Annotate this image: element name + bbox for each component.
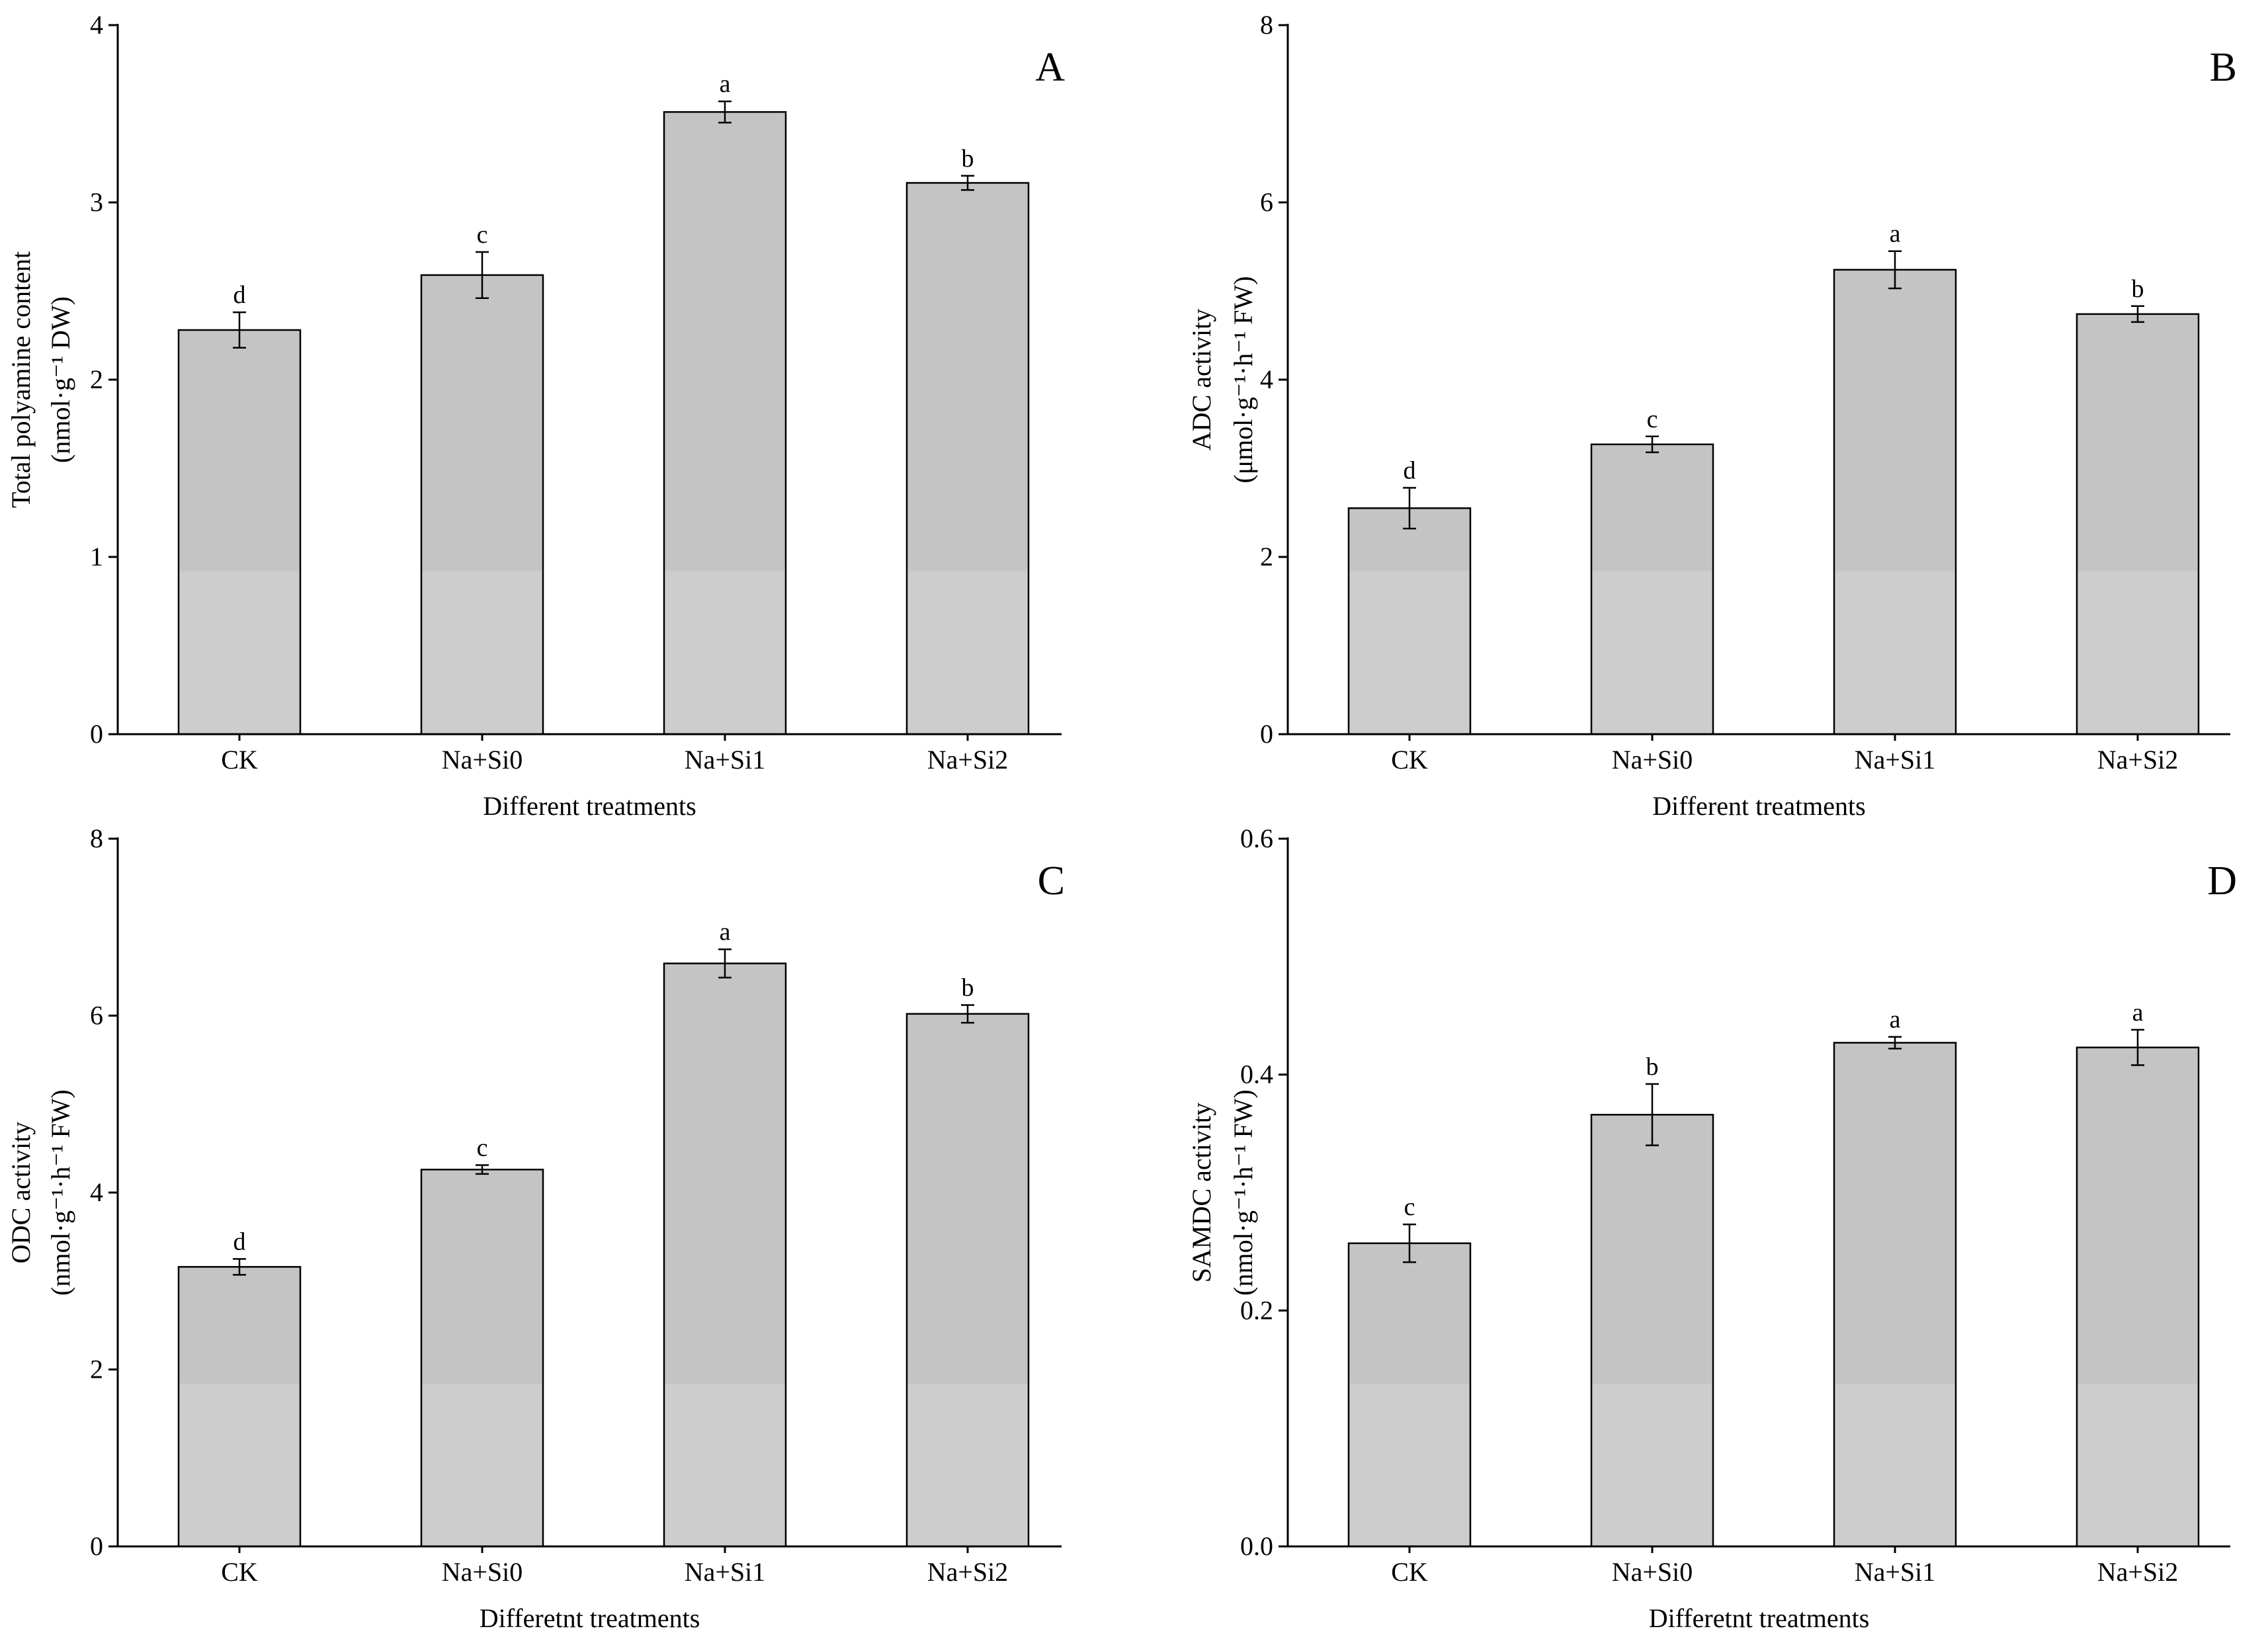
panel-letter: A <box>1035 45 1065 90</box>
category-label-2: Na+Si1 <box>1855 1557 1936 1587</box>
y-axis-unit: (μmol·g⁻¹·h⁻¹ FW) <box>1228 276 1258 483</box>
y-tick-label-1: 1 <box>90 542 103 571</box>
significance-letter-0: d <box>233 1228 246 1255</box>
significance-letter-1: b <box>1646 1053 1659 1081</box>
panel-letter: C <box>1038 859 1065 904</box>
significance-letter-2: a <box>720 70 731 98</box>
category-label-1: Na+Si0 <box>442 745 523 775</box>
y-axis-title: Total polyamine content <box>6 251 36 508</box>
y-axis-unit: (nmol·g⁻¹·h⁻¹ FW) <box>46 1089 75 1296</box>
y-tick-label-4: 8 <box>90 823 103 853</box>
y-tick-label-2: 2 <box>90 364 103 394</box>
bar-shade-2 <box>1835 571 1955 734</box>
bar-shade-3 <box>907 1383 1028 1546</box>
significance-letter-2: a <box>1890 220 1901 248</box>
panel-b: d CK c Na+Si0 a Na+Si1 b Na+Si2 0 2 4 6 8 ADC activit… <box>1187 10 2237 821</box>
y-axis-title: ODC activity <box>6 1122 36 1263</box>
significance-letter-3: b <box>962 974 974 1001</box>
panel-a: d CK c Na+Si0 a Na+Si1 b Na+Si2 0 1 2 3 4 Total polya… <box>6 10 1065 821</box>
bar-shade-1 <box>1592 1383 1712 1546</box>
category-label-2: Na+Si1 <box>685 745 766 775</box>
category-label-1: Na+Si0 <box>1612 1557 1693 1587</box>
y-axis-unit: (nmol·g⁻¹ DW) <box>46 296 75 463</box>
category-label-2: Na+Si1 <box>1855 745 1936 775</box>
category-label-0: CK <box>1391 1557 1428 1587</box>
y-tick-label-1: 0.2 <box>1240 1295 1273 1325</box>
bar-shade-0 <box>179 571 300 734</box>
x-axis-title: Different treatments <box>483 791 696 821</box>
bar-shade-3 <box>907 571 1028 734</box>
panel-c: d CK c Na+Si0 a Na+Si1 b Na+Si2 0 2 4 6 8 ODC activit… <box>6 823 1065 1633</box>
bar-shade-2 <box>665 571 785 734</box>
category-label-3: Na+Si2 <box>2097 1557 2179 1587</box>
bar-shade-0 <box>179 1383 300 1546</box>
y-axis-title: ADC activity <box>1187 309 1216 450</box>
category-label-0: CK <box>1391 745 1428 775</box>
category-label-1: Na+Si0 <box>442 1557 523 1587</box>
significance-letter-3: a <box>2132 999 2144 1027</box>
x-axis-title: Differetnt treatments <box>480 1603 700 1633</box>
y-tick-label-1: 2 <box>1260 542 1273 571</box>
bar-shade-3 <box>2078 1383 2198 1546</box>
category-label-0: CK <box>221 1557 258 1587</box>
category-label-3: Na+Si2 <box>927 745 1009 775</box>
bar-shade-0 <box>1349 1383 1470 1546</box>
y-tick-label-1: 2 <box>90 1355 103 1384</box>
significance-letter-3: b <box>962 145 974 173</box>
y-tick-label-0: 0 <box>90 1531 103 1561</box>
bar-shade-2 <box>665 1383 785 1546</box>
category-label-0: CK <box>221 745 258 775</box>
significance-letter-2: a <box>1890 1006 1901 1034</box>
x-axis-title: Differetnt treatments <box>1649 1603 1870 1633</box>
bar-shade-0 <box>1349 571 1470 734</box>
y-tick-label-2: 4 <box>1260 364 1273 394</box>
bar-shade-1 <box>422 571 542 734</box>
y-tick-label-2: 4 <box>90 1177 103 1207</box>
bar-shade-2 <box>1835 1383 1955 1546</box>
panel-d: c CK b Na+Si0 a Na+Si1 a Na+Si2 0.0 0.2 0.4 0.6 SAMD… <box>1187 823 2237 1633</box>
y-tick-label-0: 0 <box>1260 719 1273 749</box>
y-tick-label-0: 0 <box>90 719 103 749</box>
significance-letter-3: b <box>2132 275 2144 303</box>
significance-letter-1: c <box>1647 405 1658 433</box>
y-axis-title: SAMDC activity <box>1187 1103 1216 1283</box>
significance-letter-0: c <box>1404 1193 1415 1221</box>
category-label-3: Na+Si2 <box>2097 745 2179 775</box>
y-tick-label-3: 6 <box>90 1001 103 1031</box>
y-tick-label-3: 6 <box>1260 187 1273 217</box>
bar-shade-3 <box>2078 571 2198 734</box>
significance-letter-2: a <box>720 918 731 946</box>
bar-shade-1 <box>422 1383 542 1546</box>
y-axis-unit: (nmol·g⁻¹·h⁻¹ FW) <box>1228 1089 1258 1296</box>
significance-letter-1: c <box>477 221 488 249</box>
bar-shade-1 <box>1592 571 1712 734</box>
significance-letter-0: d <box>233 281 246 309</box>
y-tick-label-4: 4 <box>90 10 103 40</box>
category-label-1: Na+Si0 <box>1612 745 1693 775</box>
panel-letter: D <box>2207 859 2237 904</box>
y-tick-label-3: 0.6 <box>1240 823 1273 853</box>
y-tick-label-4: 8 <box>1260 10 1273 40</box>
y-tick-label-3: 3 <box>90 187 103 217</box>
y-tick-label-2: 0.4 <box>1240 1060 1273 1089</box>
significance-letter-1: c <box>477 1134 488 1162</box>
x-axis-title: Different treatments <box>1652 791 1865 821</box>
category-label-3: Na+Si2 <box>927 1557 1009 1587</box>
significance-letter-0: d <box>1404 456 1416 484</box>
panel-letter: B <box>2210 45 2237 90</box>
category-label-2: Na+Si1 <box>685 1557 766 1587</box>
y-tick-label-0: 0.0 <box>1240 1531 1273 1561</box>
